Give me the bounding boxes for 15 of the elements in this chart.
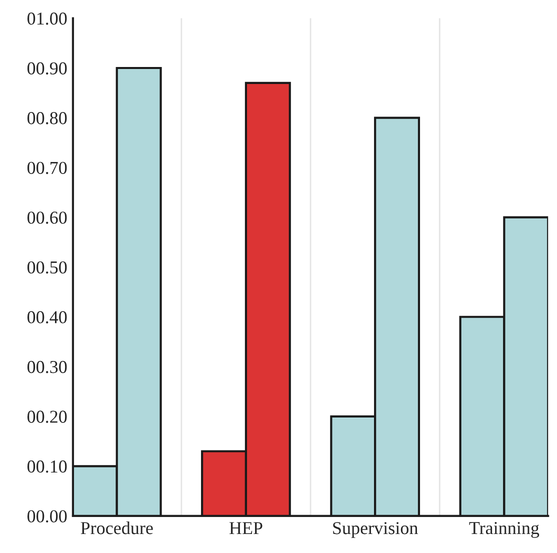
x-tick-label: HEP: [229, 522, 262, 534]
y-tick-label: 00.70: [27, 162, 67, 174]
y-tick-label: 00.10: [27, 460, 67, 473]
y-tick-label: 00.30: [27, 360, 67, 374]
x-tick-label: Trainning: [469, 522, 540, 538]
y-tick-label: 01.00: [27, 12, 67, 25]
y-tick-label: 00.80: [27, 112, 67, 124]
y-tick-label: 00.60: [27, 212, 67, 224]
y-tick-label: 00.40: [27, 311, 67, 324]
y-tick-label: 00.00: [27, 510, 67, 522]
y-tick-label: 00.20: [27, 410, 67, 423]
y-tick-label: 00.50: [27, 261, 67, 274]
x-tick-label: Procedure: [80, 522, 153, 534]
y-tick-label: 00.90: [27, 62, 67, 75]
x-tick-label: Supervision: [333, 522, 418, 538]
